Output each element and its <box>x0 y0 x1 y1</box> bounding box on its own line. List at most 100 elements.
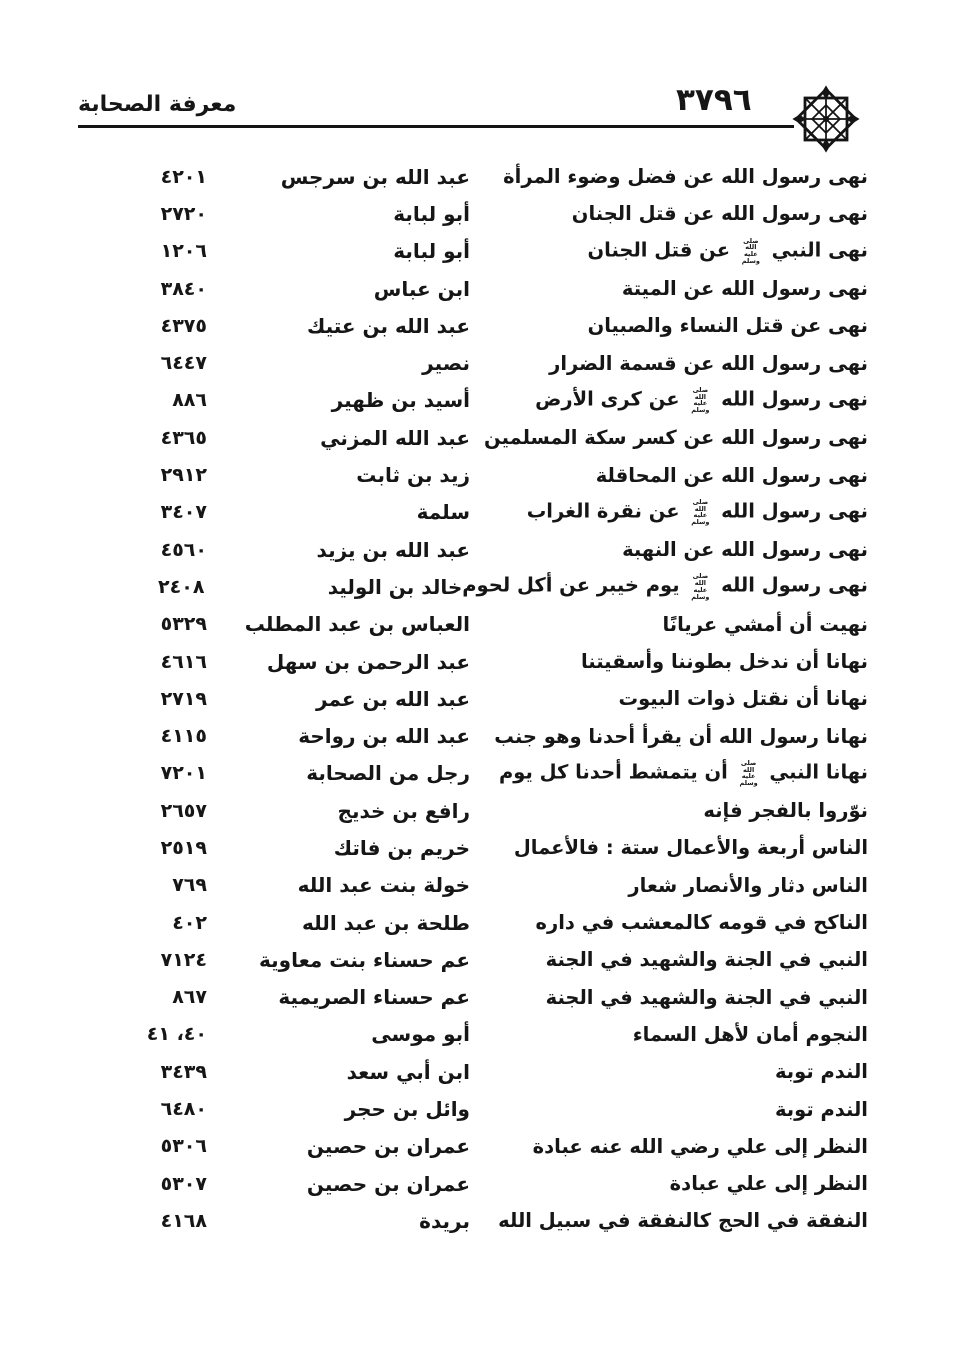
narrator-name: رجل من الصحابة <box>306 761 470 786</box>
hadith-text: نهى عن قتل النساء والصبيان <box>587 314 868 338</box>
entry-number: ٤٥٦٠ <box>160 538 207 561</box>
hadith-text: نهى رسول الله عن الميتة <box>621 277 868 301</box>
narrator-name: خالد بن الوليد <box>327 574 463 599</box>
index-row: نهى النبي صلى الله عليه وسلم عن قتل الجن… <box>75 233 868 270</box>
entry-number: ٤٣٦٥ <box>160 426 207 449</box>
narrator-name: أسيد بن ظهير <box>331 388 470 413</box>
narrator-name: عبد الله المزني <box>320 425 470 450</box>
hadith-text: نهى رسول الله صلى الله عليه وسلم عن نقرة… <box>526 497 868 527</box>
hadith-text: نهى رسول الله عن كسر سكة المسلمين <box>484 426 868 450</box>
index-row: نهانا أن نقتل ذوات البيوت عبد الله بن عمر… <box>75 680 868 717</box>
entry-number: ٤٣٧٥ <box>160 314 207 337</box>
index-row: نهيت أن أمشي عريانًا العباس بن عبد المطلب… <box>75 606 868 643</box>
narrator-name: عم حسناء بنت معاوية <box>259 947 470 972</box>
index-row: النظر إلى علي عبادة عمران بن حصين ٥٣٠٧ <box>75 1165 868 1202</box>
hadith-text: النظر إلى علي عبادة <box>669 1172 868 1196</box>
narrator-name: زيد بن ثابت <box>356 463 470 488</box>
entry-number: ٨٨٦ <box>172 389 207 412</box>
entry-number: ٢٧٢٠ <box>160 202 207 225</box>
hadith-text: نهى رسول الله عن فضل وضوء المرأة <box>503 165 868 189</box>
index-row: النبي في الجنة والشهيد في الجنة عم حسناء … <box>75 941 868 978</box>
index-row: نهى عن قتل النساء والصبيان عبد الله بن عت… <box>75 307 868 344</box>
narrator-name: ابن عباس <box>373 276 470 301</box>
narrator-name: عبد الله بن رواحة <box>298 724 470 749</box>
narrator-name: بريدة <box>419 1208 470 1233</box>
hadith-text: نهى النبي صلى الله عليه وسلم عن قتل الجن… <box>587 236 868 266</box>
index-row: نهى رسول الله صلى الله عليه وسلم يوم خيب… <box>75 568 868 605</box>
narrator-name: خولة بنت عبد الله <box>297 873 470 898</box>
salawat-honorific: صلى الله عليه وسلم <box>691 572 710 601</box>
index-row: نهانا النبي صلى الله عليه وسلم أن يتمشط … <box>75 755 868 792</box>
hadith-text: الناس أربعة والأعمال ستة : فالأعمال <box>513 836 868 860</box>
hadith-index-table: نهى رسول الله عن فضل وضوء المرأة عبد الله… <box>75 158 868 1240</box>
narrator-name: عمران بن حصين <box>306 1171 470 1196</box>
hadith-text: نهى رسول الله عن قتل الجنان <box>571 202 868 226</box>
hadith-text: نهانا أن ندخل بطوننا وأسقيتنا <box>580 650 868 673</box>
hadith-text: الندم توبة <box>774 1060 868 1084</box>
index-row: نهى رسول الله عن كسر سكة المسلمين عبد الل… <box>75 419 868 456</box>
narrator-name: أبو موسى <box>371 1022 470 1047</box>
hadith-text: نهانا أن نقتل ذوات البيوت <box>618 687 868 711</box>
entry-number: ٢٦٥٧ <box>160 799 207 822</box>
index-row: الناس دثار والأنصار شعار خولة بنت عبد الل… <box>75 867 868 904</box>
index-row: نهى رسول الله عن فضل وضوء المرأة عبد الله… <box>75 158 868 195</box>
hadith-text: النجوم أمان لأهل السماء <box>632 1022 868 1046</box>
entry-number: ٢٤٠٨ <box>158 575 205 598</box>
index-row: نهانا أن ندخل بطوننا وأسقيتنا عبد الرحمن … <box>75 643 868 680</box>
hadith-text: نهانا النبي صلى الله عليه وسلم أن يتمشط … <box>499 758 868 788</box>
salawat-honorific: صلى الله عليه وسلم <box>691 385 710 415</box>
index-row: الندم توبة وائل بن حجر ٦٤٨٠ <box>75 1090 868 1127</box>
page-number: ٣٧٩٦ <box>676 82 752 118</box>
narrator-name: خريم بن فاتك <box>333 835 470 860</box>
entry-number: ٥٣٠٦ <box>160 1135 207 1158</box>
hadith-text: النفقة في الحج كالنفقة في سبيل الله <box>498 1209 868 1233</box>
index-row: الندم توبة ابن أبي سعد ٣٤٣٩ <box>75 1053 868 1090</box>
entry-number: ٧٢٠١ <box>160 762 207 785</box>
entry-number: ٨٦٧ <box>172 986 207 1009</box>
narrator-name: طلحة بن عبد الله <box>302 910 470 935</box>
index-row: نهى رسول الله صلى الله عليه وسلم عن نقرة… <box>75 494 868 531</box>
entry-number: ٤٦١٦ <box>160 650 207 673</box>
header-rule <box>78 125 794 128</box>
narrator-name: رافع بن خديج <box>337 798 470 823</box>
entry-number: ٦٤٨٠ <box>160 1098 207 1121</box>
narrator-name: عمران بن حصين <box>306 1134 470 1159</box>
hadith-text: نهى رسول الله صلى الله عليه وسلم عن كرى … <box>535 385 868 415</box>
entry-number: ٣٨٤٠ <box>160 277 207 300</box>
narrator-name: سلمة <box>416 500 470 525</box>
narrator-name: نصير <box>422 351 470 376</box>
index-row: النفقة في الحج كالنفقة في سبيل الله بريدة… <box>75 1202 868 1239</box>
hadith-text: الناكح في قومه كالمعشب في داره <box>535 911 869 935</box>
salawat-honorific: صلى الله عليه وسلم <box>739 758 758 788</box>
entry-number: ٥٣٢٩ <box>160 613 207 636</box>
narrator-name: عبد الله بن عمر <box>316 686 470 711</box>
entry-number: ٣٤٠٧ <box>160 501 207 524</box>
entry-number: ٢٩١٢ <box>160 464 207 487</box>
index-row: نوّروا بالفجر فإنه رافع بن خديج ٢٦٥٧ <box>75 792 868 829</box>
hadith-text: النظر إلى علي رضي الله عنه عبادة <box>532 1134 868 1158</box>
salawat-honorific: صلى الله عليه وسلم <box>691 497 710 527</box>
hadith-text: نوّروا بالفجر فإنه <box>703 799 868 823</box>
entry-number: ٦٤٤٧ <box>160 352 207 375</box>
hadith-text: نهى رسول الله عن النهبة <box>622 538 868 562</box>
index-row: الناكح في قومه كالمعشب في داره طلحة بن عب… <box>75 904 868 941</box>
index-row: النجوم أمان لأهل السماء أبو موسى ٤٠، ٤١ <box>75 1016 868 1053</box>
index-row: نهى رسول الله عن قتل الجنان أبو لبابة ٢٧٢٠ <box>75 195 868 232</box>
index-row: نهى رسول الله عن النهبة عبد الله بن يزيد ٤… <box>75 531 868 568</box>
index-row: النبي في الجنة والشهيد في الجنة عم حسناء … <box>75 979 868 1016</box>
hadith-text: الناس دثار والأنصار شعار <box>628 873 868 897</box>
entry-number: ٧٦٩ <box>172 874 207 897</box>
narrator-name: عبد الرحمن بن سهل <box>266 649 470 674</box>
entry-number: ٤٢٠١ <box>160 165 207 188</box>
hadith-text: نهى رسول الله عن المحاقلة <box>595 463 868 487</box>
index-row: نهى رسول الله صلى الله عليه وسلم عن كرى … <box>75 382 868 419</box>
index-row: نهى رسول الله عن الميتة ابن عباس ٣٨٤٠ <box>75 270 868 307</box>
entry-number: ٣٤٣٩ <box>160 1060 207 1083</box>
entry-number: ٧١٢٤ <box>160 948 207 971</box>
entry-number: ٥٣٠٧ <box>160 1172 207 1195</box>
narrator-name: أبو لبابة <box>393 239 470 264</box>
entry-number: ٤١٦٨ <box>160 1209 207 1232</box>
hadith-text: الندم توبة <box>774 1097 868 1121</box>
hadith-text: النبي في الجنة والشهيد في الجنة <box>545 948 868 972</box>
